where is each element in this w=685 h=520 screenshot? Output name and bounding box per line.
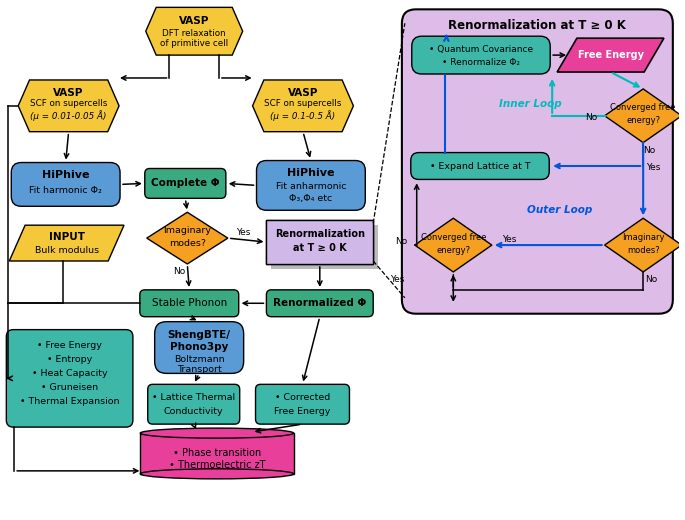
Text: (μ = 0.1-0.5 Å): (μ = 0.1-0.5 Å) <box>271 110 336 121</box>
Text: modes?: modes? <box>627 245 660 255</box>
Polygon shape <box>557 38 664 72</box>
FancyBboxPatch shape <box>140 290 238 317</box>
Text: Imaginary: Imaginary <box>622 232 664 242</box>
Ellipse shape <box>140 469 294 479</box>
FancyBboxPatch shape <box>411 152 549 179</box>
Text: INPUT: INPUT <box>49 232 85 242</box>
Ellipse shape <box>140 428 294 438</box>
Text: DFT relaxation: DFT relaxation <box>162 29 226 38</box>
Text: Inner Loop: Inner Loop <box>499 99 562 109</box>
Text: No: No <box>395 237 407 245</box>
Text: (μ = 0.01-0.05 Å): (μ = 0.01-0.05 Å) <box>30 110 107 121</box>
FancyBboxPatch shape <box>148 384 240 424</box>
Text: Renormalization at T ≥ 0 K: Renormalization at T ≥ 0 K <box>449 19 626 32</box>
Text: VASP: VASP <box>288 88 318 98</box>
Polygon shape <box>253 80 353 132</box>
Text: Boltzmann: Boltzmann <box>174 355 225 364</box>
Text: Fit anharmonic: Fit anharmonic <box>275 182 346 191</box>
Text: • Corrected: • Corrected <box>275 393 330 402</box>
Text: at T ≥ 0 K: at T ≥ 0 K <box>293 243 347 253</box>
Text: • Phase transition: • Phase transition <box>173 448 261 458</box>
Polygon shape <box>10 225 124 261</box>
Text: of primitive cell: of primitive cell <box>160 38 228 48</box>
Text: • Thermoelectric zT: • Thermoelectric zT <box>169 460 265 470</box>
FancyBboxPatch shape <box>402 9 673 314</box>
FancyBboxPatch shape <box>6 330 133 427</box>
Polygon shape <box>605 89 682 142</box>
Text: Renormalization: Renormalization <box>275 229 365 239</box>
Bar <box>271 225 378 269</box>
Text: Converged free: Converged free <box>421 232 486 242</box>
Text: Yes: Yes <box>503 235 517 243</box>
Text: Bulk modulus: Bulk modulus <box>34 245 99 255</box>
FancyBboxPatch shape <box>11 163 120 206</box>
Text: • Entropy: • Entropy <box>47 355 92 364</box>
FancyBboxPatch shape <box>155 322 244 373</box>
FancyBboxPatch shape <box>266 290 373 317</box>
Text: Conductivity: Conductivity <box>164 407 223 415</box>
FancyBboxPatch shape <box>412 36 550 74</box>
Text: • Gruneisen: • Gruneisen <box>41 383 98 392</box>
Text: HiPhive: HiPhive <box>42 171 90 180</box>
Text: modes?: modes? <box>169 239 206 248</box>
Text: VASP: VASP <box>53 88 84 98</box>
Polygon shape <box>605 218 682 272</box>
Text: Free Energy: Free Energy <box>577 50 643 60</box>
Text: Transport: Transport <box>177 365 221 374</box>
Text: Stable Phonon: Stable Phonon <box>151 298 227 308</box>
Text: ShengBTE/: ShengBTE/ <box>168 330 231 340</box>
FancyBboxPatch shape <box>256 161 365 210</box>
Text: Renormalized Φ: Renormalized Φ <box>273 298 366 308</box>
Text: No: No <box>173 267 186 277</box>
Text: No: No <box>643 146 656 155</box>
Text: • Quantum Covariance: • Quantum Covariance <box>429 45 533 54</box>
Polygon shape <box>146 7 242 55</box>
Bar <box>140 433 294 474</box>
Text: Complete Φ: Complete Φ <box>151 178 220 188</box>
Text: SCF on supercells: SCF on supercells <box>264 99 342 108</box>
Text: VASP: VASP <box>179 16 210 27</box>
FancyBboxPatch shape <box>256 384 349 424</box>
Text: Outer Loop: Outer Loop <box>527 205 593 215</box>
Text: Fit harmonic Φ₂: Fit harmonic Φ₂ <box>29 186 102 195</box>
Text: SCF on supercells: SCF on supercells <box>30 99 108 108</box>
Text: Phono3py: Phono3py <box>170 342 228 352</box>
Polygon shape <box>147 212 228 264</box>
Text: • Renormalize Φ₂: • Renormalize Φ₂ <box>442 58 520 67</box>
Polygon shape <box>414 218 492 272</box>
Text: Free Energy: Free Energy <box>274 407 331 415</box>
Bar <box>266 220 373 264</box>
Text: No: No <box>584 113 597 122</box>
Polygon shape <box>18 80 119 132</box>
Text: No: No <box>645 276 657 284</box>
Text: • Expand Lattice at T: • Expand Lattice at T <box>429 162 530 171</box>
Text: Imaginary: Imaginary <box>163 226 211 235</box>
Text: • Lattice Thermal: • Lattice Thermal <box>152 393 235 402</box>
Text: • Thermal Expansion: • Thermal Expansion <box>20 397 119 406</box>
Text: • Heat Capacity: • Heat Capacity <box>32 369 108 378</box>
Text: energy?: energy? <box>626 116 660 125</box>
Text: Φ₃,Φ₄ etc: Φ₃,Φ₄ etc <box>289 194 332 203</box>
Text: energy?: energy? <box>436 245 471 255</box>
Text: Yes: Yes <box>646 163 660 172</box>
Text: Yes: Yes <box>236 228 251 237</box>
Text: • Free Energy: • Free Energy <box>37 341 102 350</box>
FancyBboxPatch shape <box>145 168 226 198</box>
Text: HiPhive: HiPhive <box>287 168 335 178</box>
Text: Yes: Yes <box>390 276 404 284</box>
Bar <box>266 220 373 264</box>
Text: Converged free: Converged free <box>610 103 676 112</box>
